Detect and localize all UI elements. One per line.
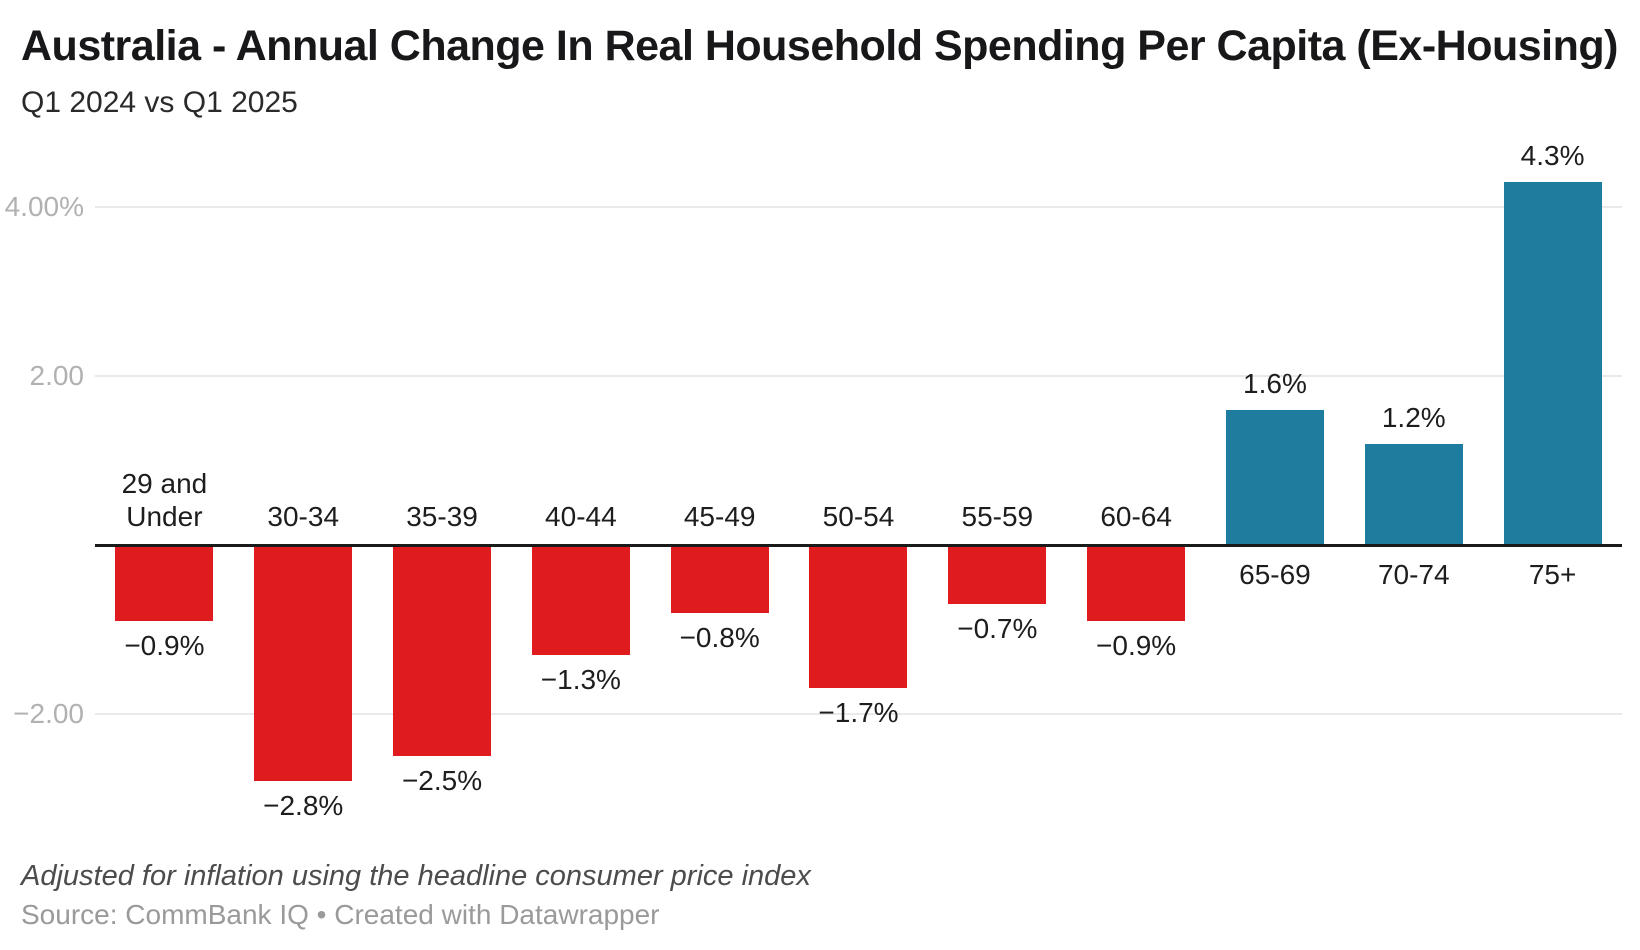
bar-30-34[interactable] — [254, 545, 353, 782]
bar-value-label: −0.9% — [1096, 629, 1177, 661]
x-axis-baseline — [95, 543, 1622, 547]
bar-value-label: −0.9% — [124, 629, 205, 661]
x-axis-category-label: 55-59 — [961, 501, 1034, 532]
bar-value-label: −2.5% — [401, 765, 483, 796]
bar-40-44[interactable] — [531, 545, 630, 655]
chart-source-attribution: Source: CommBank IQ • Created with Dataw… — [21, 899, 660, 930]
chart-footnote: Adjusted for inflation using the headlin… — [21, 860, 811, 892]
gridline — [95, 206, 1622, 209]
gridline — [95, 712, 1622, 715]
bar-value-label: 1.6% — [1243, 367, 1307, 399]
x-axis-category-label: 60-64 — [1100, 501, 1172, 532]
bar-value-label: −1.3% — [540, 663, 621, 695]
x-axis-category-label: 35-39 — [406, 501, 478, 532]
bar-55-59[interactable] — [948, 545, 1047, 605]
bar-65-69[interactable] — [1225, 409, 1324, 545]
gridline — [95, 375, 1622, 378]
chart-subtitle: Q1 2024 vs Q1 2025 — [21, 86, 298, 119]
bar-value-label: 1.2% — [1381, 401, 1446, 433]
bar-35-39[interactable] — [393, 545, 492, 756]
x-axis-category-label: 30-34 — [267, 501, 340, 532]
bar-value-label: −0.7% — [957, 613, 1038, 645]
x-axis-category-label: 50-54 — [822, 501, 895, 532]
bar-value-label: −0.8% — [679, 621, 760, 653]
bar-50-54[interactable] — [809, 545, 908, 689]
y-axis-tick-label: 4.00% — [4, 191, 84, 223]
chart-title: Australia - Annual Change In Real Househ… — [21, 22, 1618, 70]
x-axis-category-label: 40-44 — [545, 501, 617, 532]
bar-value-label: 4.3% — [1520, 140, 1585, 172]
x-axis-category-label: 70-74 — [1377, 559, 1450, 590]
bar-value-label: −2.8% — [263, 790, 344, 822]
y-axis-tick-label: −2.00 — [13, 697, 84, 729]
y-axis-tick-label: 2.00 — [29, 360, 85, 392]
bar-60-64[interactable] — [1087, 545, 1186, 621]
bar-29-and-under[interactable] — [115, 545, 214, 621]
bar-45-49[interactable] — [670, 545, 769, 613]
bar-75+[interactable] — [1503, 182, 1602, 545]
x-axis-category-label: 65-69 — [1239, 559, 1311, 590]
bar-70-74[interactable] — [1364, 443, 1463, 545]
bar-value-label: −1.7% — [818, 697, 899, 729]
x-axis-category-label: 75+ — [1528, 559, 1577, 590]
x-axis-category-label: 29 and Under — [121, 468, 208, 532]
x-axis-category-label: 45-49 — [683, 501, 756, 532]
